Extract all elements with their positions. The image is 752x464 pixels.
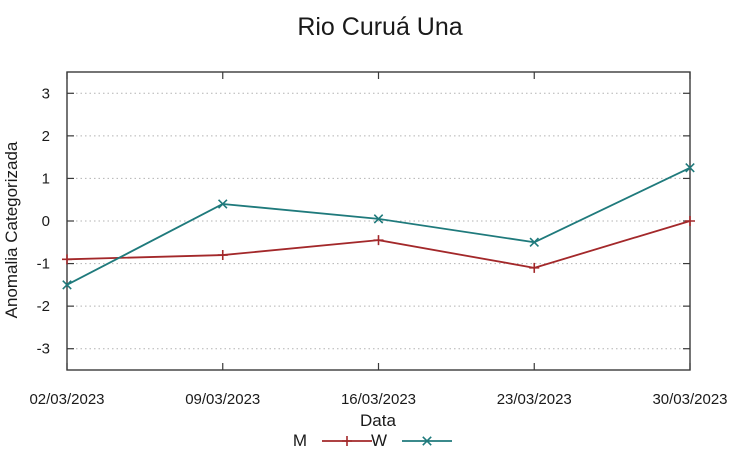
- cross-marker-icon: [373, 214, 384, 224]
- x-tick-label: 09/03/2023: [185, 391, 260, 408]
- x-tick-labels: 02/03/2023 09/03/2023 16/03/2023 23/03/2023…: [29, 391, 727, 408]
- data-series: [62, 163, 695, 290]
- cross-marker-icon: [422, 436, 432, 446]
- plus-marker-icon: [62, 254, 72, 265]
- plus-marker-icon: [342, 436, 352, 446]
- y-tick-label: 0: [42, 213, 50, 230]
- x-axis-label: Data: [360, 411, 396, 430]
- series-W-markers: [62, 163, 695, 290]
- legend-item-M: M: [293, 431, 372, 450]
- y-tick-label: 2: [42, 128, 50, 145]
- x-tick-label: 30/03/2023: [652, 391, 727, 408]
- y-tick-label: 1: [42, 170, 50, 187]
- legend-label-M: M: [293, 431, 307, 450]
- grid-lines: [67, 92, 690, 350]
- chart-title: Rio Curuá Una: [297, 13, 462, 41]
- legend-label-W: W: [371, 431, 387, 450]
- cross-marker-icon: [217, 199, 228, 209]
- plus-marker-icon: [373, 235, 384, 246]
- legend-item-W: W: [371, 431, 452, 450]
- y-tick-label: 3: [42, 85, 50, 102]
- plus-marker-icon: [685, 216, 695, 226]
- x-tick-label: 16/03/2023: [341, 391, 416, 408]
- x-tick-label: 02/03/2023: [29, 391, 104, 408]
- series-W-line: [66, 166, 691, 286]
- y-tick-labels: 3 2 1 0 -1 -2 -3: [37, 85, 50, 357]
- y-axis-label: Anomalia Categorizada: [2, 141, 21, 318]
- plus-marker-icon: [529, 262, 540, 273]
- cross-marker-icon: [529, 237, 540, 248]
- cross-marker-icon: [685, 163, 695, 173]
- y-tick-label: -2: [37, 298, 50, 315]
- series-M-markers: [62, 216, 695, 273]
- y-tick-label: -1: [37, 256, 50, 273]
- x-tick-label: 23/03/2023: [497, 391, 572, 408]
- y-tick-label: -3: [37, 341, 50, 358]
- cross-marker-icon: [62, 280, 72, 290]
- axis-ticks: [66, 72, 691, 370]
- plus-marker-icon: [217, 250, 228, 261]
